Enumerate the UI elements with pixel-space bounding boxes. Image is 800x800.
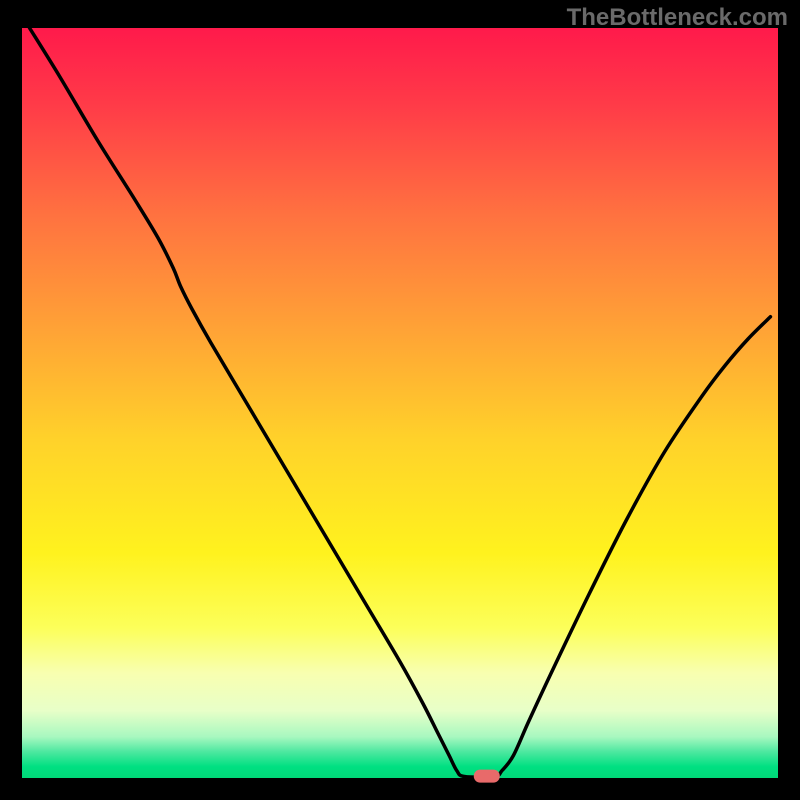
curve-path <box>30 28 771 777</box>
chart-container: TheBottleneck.com <box>0 0 800 800</box>
plot-area <box>22 28 778 778</box>
optimal-marker <box>474 769 500 782</box>
bottleneck-curve <box>22 28 778 778</box>
border-left <box>0 0 22 800</box>
border-right <box>778 0 800 800</box>
border-bottom <box>0 778 800 800</box>
watermark-text: TheBottleneck.com <box>567 4 788 32</box>
